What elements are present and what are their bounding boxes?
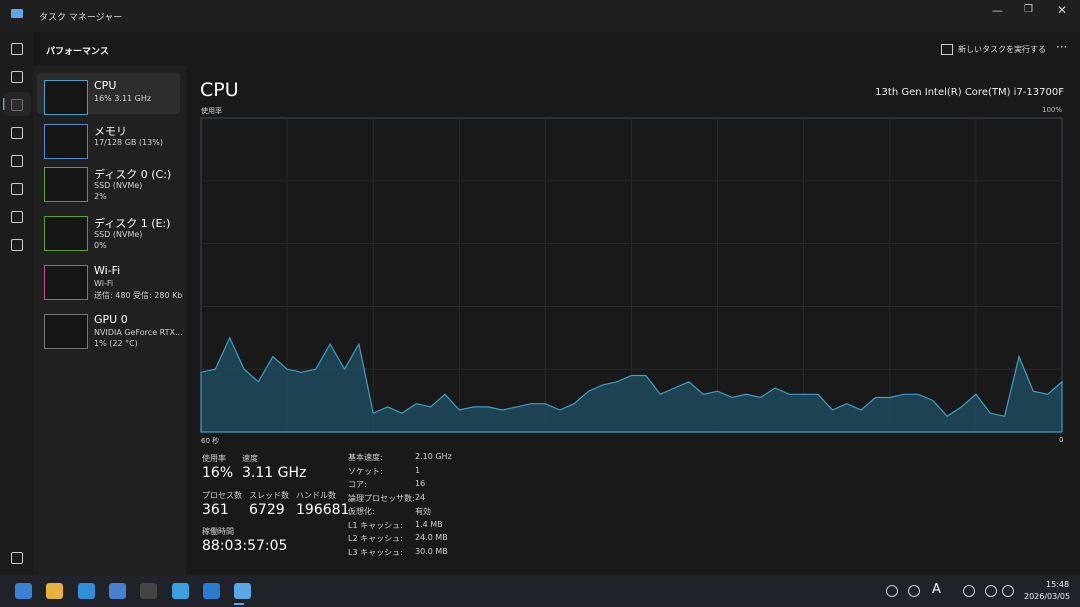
detail-label: 仮想化:	[348, 507, 375, 516]
clock-date[interactable]: 2026/03/05	[1024, 592, 1071, 601]
taskbar-app[interactable]	[140, 583, 158, 599]
taskbar-app[interactable]	[15, 583, 32, 599]
item-detail: 送信: 480 受信: 280 Kbps	[94, 291, 182, 300]
taskbar-app[interactable]	[77, 583, 95, 599]
detail-label: L2 キャッシュ:	[348, 534, 403, 543]
run-icon	[941, 44, 953, 55]
x-end-label: 0	[1059, 436, 1064, 444]
detail-label: 基本速度:	[348, 453, 383, 462]
tray-icon[interactable]	[1002, 585, 1014, 597]
detail-label: ソケット:	[348, 466, 383, 476]
nav-icon[interactable]	[11, 155, 23, 167]
detail-value: 24	[415, 492, 426, 502]
y-tick-label: 100%	[1042, 106, 1062, 114]
tray-icon[interactable]	[886, 585, 898, 597]
stat-label: 速度	[242, 454, 258, 463]
item-name[interactable]: ディスク 0 (C:)	[94, 168, 172, 181]
cpu-model: 13th Gen Intel(R) Core(TM) i7-13700F	[875, 87, 1064, 98]
minimize[interactable]: —	[992, 4, 1003, 17]
x-label: 60 秒	[201, 437, 220, 445]
window-title: タスク マネージャー	[39, 13, 123, 23]
stat-label: 使用率	[202, 454, 226, 463]
thumbnail[interactable]	[44, 167, 88, 202]
item-name[interactable]: ディスク 1 (E:)	[94, 217, 171, 230]
detail-value: 2.10 GHz	[415, 452, 452, 461]
stat-value: 6729	[249, 502, 285, 518]
stat-label: プロセス数	[202, 491, 242, 500]
taskbar-app[interactable]	[234, 583, 252, 599]
nav-icon[interactable]	[11, 239, 23, 251]
thumbnail[interactable]	[44, 265, 88, 300]
tray-icon[interactable]	[908, 585, 920, 597]
item-detail: 17/128 GB (13%)	[94, 138, 163, 147]
nav-icon[interactable]	[11, 71, 23, 83]
detail-label: L3 キャッシュ:	[348, 547, 403, 557]
nav-icon[interactable]	[11, 127, 23, 139]
detail-label: コア:	[348, 480, 367, 489]
nav-icon[interactable]	[11, 183, 23, 195]
thumbnail[interactable]	[44, 124, 88, 159]
stat-label: 稼働時間	[202, 527, 234, 536]
taskbar-app[interactable]	[202, 583, 220, 599]
taskbar-app[interactable]	[171, 583, 189, 599]
nav-icon[interactable]	[11, 211, 23, 223]
thumbnail[interactable]	[44, 216, 88, 251]
active-indicator	[234, 603, 244, 605]
detail-value: 1	[415, 465, 421, 475]
item-detail: 1% (22 °C)	[94, 339, 138, 348]
stat-label: ハンドル数	[296, 491, 336, 500]
tray-icon[interactable]	[963, 585, 975, 597]
thumbnail[interactable]	[44, 80, 88, 115]
nav-rail	[0, 32, 33, 575]
detail-label: 論理プロセッサ数:	[348, 493, 415, 503]
title-bar	[0, 0, 1080, 32]
page-title: パフォーマンス	[46, 47, 109, 57]
stat-value: 16%	[202, 465, 234, 481]
detail-value: 30.0 MB	[415, 546, 448, 556]
stat-value: 3.11 GHz	[242, 465, 307, 481]
item-name[interactable]: GPU 0	[94, 313, 128, 326]
clock-time[interactable]: 15:48	[1046, 580, 1070, 589]
nav-icon[interactable]	[11, 43, 23, 55]
nav-icon[interactable]	[11, 552, 23, 564]
taskbar-app[interactable]	[108, 583, 126, 599]
tray-icon[interactable]	[985, 585, 997, 597]
stat-value: 361	[202, 502, 229, 518]
app-icon	[11, 9, 23, 18]
run-task-button[interactable]: 新しいタスクを実行する	[958, 45, 1046, 54]
item-detail: SSD (NVMe)	[94, 181, 143, 190]
nav-selected-bg	[4, 92, 31, 116]
item-detail: SSD (NVMe)	[94, 230, 143, 239]
detail-value: 16	[415, 479, 426, 488]
stat-value: 88:03:57:05	[202, 538, 288, 554]
detail-value: 1.4 MB	[415, 519, 443, 529]
usage-area	[200, 336, 1063, 433]
item-name[interactable]: CPU	[94, 79, 117, 92]
thumbnail[interactable]	[44, 314, 88, 349]
close[interactable]: ✕	[1057, 3, 1068, 17]
stat-label: スレッド数	[249, 491, 289, 500]
detail-value: 有効	[415, 507, 431, 516]
item-detail: Wi-Fi	[94, 279, 114, 288]
main-title: CPU	[200, 79, 239, 101]
item-detail: NVIDIA GeForce RTX...	[94, 328, 182, 337]
detail-value: 24.0 MB	[415, 533, 448, 542]
item-name[interactable]: Wi-Fi	[94, 264, 121, 277]
item-detail: 2%	[94, 192, 107, 201]
taskbar-app[interactable]	[46, 583, 64, 599]
item-detail: 0%	[94, 241, 107, 250]
restore[interactable]: ❐	[1024, 4, 1033, 15]
item-detail: 16% 3.11 GHz	[94, 94, 152, 103]
detail-label: L1 キャッシュ:	[348, 520, 403, 530]
graph-label: 使用率	[201, 107, 222, 115]
ime-indicator[interactable]: A	[932, 582, 941, 597]
stat-value: 196681	[296, 502, 350, 518]
item-name[interactable]: メモリ	[94, 125, 127, 138]
more-button[interactable]: ···	[1056, 40, 1068, 54]
